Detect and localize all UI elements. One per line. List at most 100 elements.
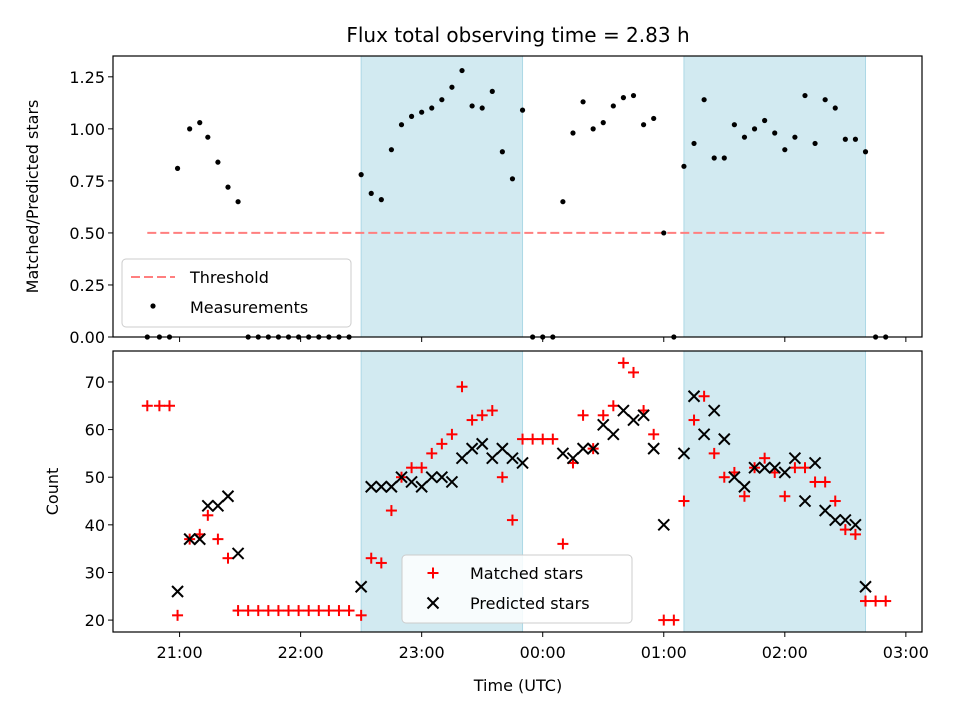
measurement-point: [429, 105, 435, 111]
predicted-point: [201, 499, 215, 512]
y-tick-label: 40: [85, 516, 105, 535]
measurement-point: [378, 197, 384, 203]
count-legend: Matched stars Predicted stars: [401, 554, 633, 624]
y-tick-label: 0.25: [69, 276, 105, 295]
predicted-point: [597, 418, 610, 432]
x-tick-label: 02:00: [762, 643, 808, 662]
predicted-point: [748, 461, 761, 474]
legend-threshold-label: Threshold: [189, 268, 269, 287]
measurement-point: [822, 97, 828, 103]
predicted-point: [849, 518, 862, 532]
legend-measurements-label: Measurements: [190, 298, 308, 317]
predicted-point: [171, 585, 184, 598]
predicted-point: [808, 456, 822, 470]
matched-point: [860, 595, 872, 607]
predicted-point: [718, 432, 731, 446]
predicted-point: [506, 451, 519, 465]
predicted-point: [647, 442, 660, 455]
measurement-point: [782, 147, 788, 153]
time-x-axis: 21:00 22:00 23:00 00:00 01:00 02:00 03:00: [157, 632, 929, 662]
legend-measurements-swatch: [150, 303, 156, 309]
matched-point: [678, 495, 690, 507]
matched-point: [385, 505, 397, 517]
matched-point: [293, 605, 305, 617]
matched-point: [456, 381, 468, 393]
matched-point: [708, 447, 720, 459]
measurement-point: [358, 172, 364, 178]
measurement-point: [701, 97, 707, 103]
matched-point: [476, 409, 488, 421]
predicted-point: [617, 404, 630, 417]
matched-point: [283, 605, 295, 617]
legend-predicted-swatch: [426, 596, 440, 610]
count-y-axis-label: Count: [43, 468, 62, 516]
measurement-point: [215, 159, 221, 165]
predicted-point: [566, 451, 580, 465]
matched-point: [416, 462, 428, 474]
predicted-point: [859, 580, 872, 593]
predicted-point: [818, 504, 832, 517]
measurement-point: [408, 113, 415, 119]
predicted-point: [465, 442, 479, 455]
measurement-point: [560, 199, 566, 205]
measurement-point: [651, 115, 657, 122]
y-tick-label: 1.25: [69, 68, 105, 87]
matched-point: [517, 433, 529, 445]
matched-point: [577, 409, 589, 421]
x-tick-label: 22:00: [278, 643, 324, 662]
measurement-point: [832, 105, 838, 111]
measurement-point: [197, 120, 203, 126]
y-tick-label: 50: [85, 468, 105, 487]
measurement-point: [225, 184, 231, 190]
matched-point: [313, 605, 325, 617]
y-tick-label: 0.50: [69, 224, 105, 243]
x-tick-label: 01:00: [641, 643, 687, 662]
measurement-point: [862, 149, 869, 155]
matched-point: [789, 462, 801, 474]
matched-point: [222, 552, 234, 564]
x-tick-label: 00:00: [520, 643, 566, 662]
matched-point: [870, 595, 882, 607]
matched-point: [212, 533, 224, 545]
matched-point: [688, 414, 700, 426]
predicted-point: [829, 513, 842, 527]
predicted-point: [798, 494, 812, 508]
predicted-point: [455, 451, 469, 465]
matched-point: [496, 471, 508, 483]
predicted-point: [221, 490, 235, 503]
ratio-legend: Threshold Measurements: [121, 258, 352, 328]
predicted-point: [405, 475, 418, 489]
predicted-point: [193, 532, 206, 546]
matched-point: [202, 509, 214, 521]
predicted-point: [435, 471, 449, 484]
matched-point: [406, 462, 418, 474]
matched-point: [648, 428, 660, 440]
time-x-axis-label: Time (UTC): [473, 676, 562, 695]
predicted-point: [425, 471, 438, 484]
matched-point: [809, 476, 821, 488]
count-panel: 20 30 40 50 60 70 21:00 22:00 23:00 00:00 01:00 02…: [43, 350, 929, 695]
measurement-point: [590, 126, 596, 132]
matched-point: [436, 438, 448, 450]
matched-point: [527, 433, 539, 445]
measurement-point: [449, 84, 455, 90]
ratio-y-axis: 0.00 0.25 0.50 0.75 1.00 1.25: [69, 68, 113, 347]
legend-matched-swatch: [427, 567, 439, 579]
matched-point: [446, 428, 458, 440]
legend-box: [401, 554, 633, 624]
predicted-point: [365, 480, 378, 493]
measurement-point: [691, 140, 697, 147]
measurement-point: [620, 95, 627, 101]
predicted-point: [758, 461, 771, 474]
matched-point: [252, 605, 264, 617]
measurement-point: [852, 136, 859, 142]
predicted-point: [211, 499, 225, 512]
measurement-point: [661, 230, 667, 236]
y-tick-label: 60: [85, 421, 105, 440]
measurement-point: [174, 165, 181, 171]
measurement-point: [388, 147, 395, 153]
predicted-point: [788, 451, 802, 465]
matched-point: [272, 605, 284, 617]
measurement-point: [419, 109, 425, 115]
matched-point: [628, 366, 640, 378]
